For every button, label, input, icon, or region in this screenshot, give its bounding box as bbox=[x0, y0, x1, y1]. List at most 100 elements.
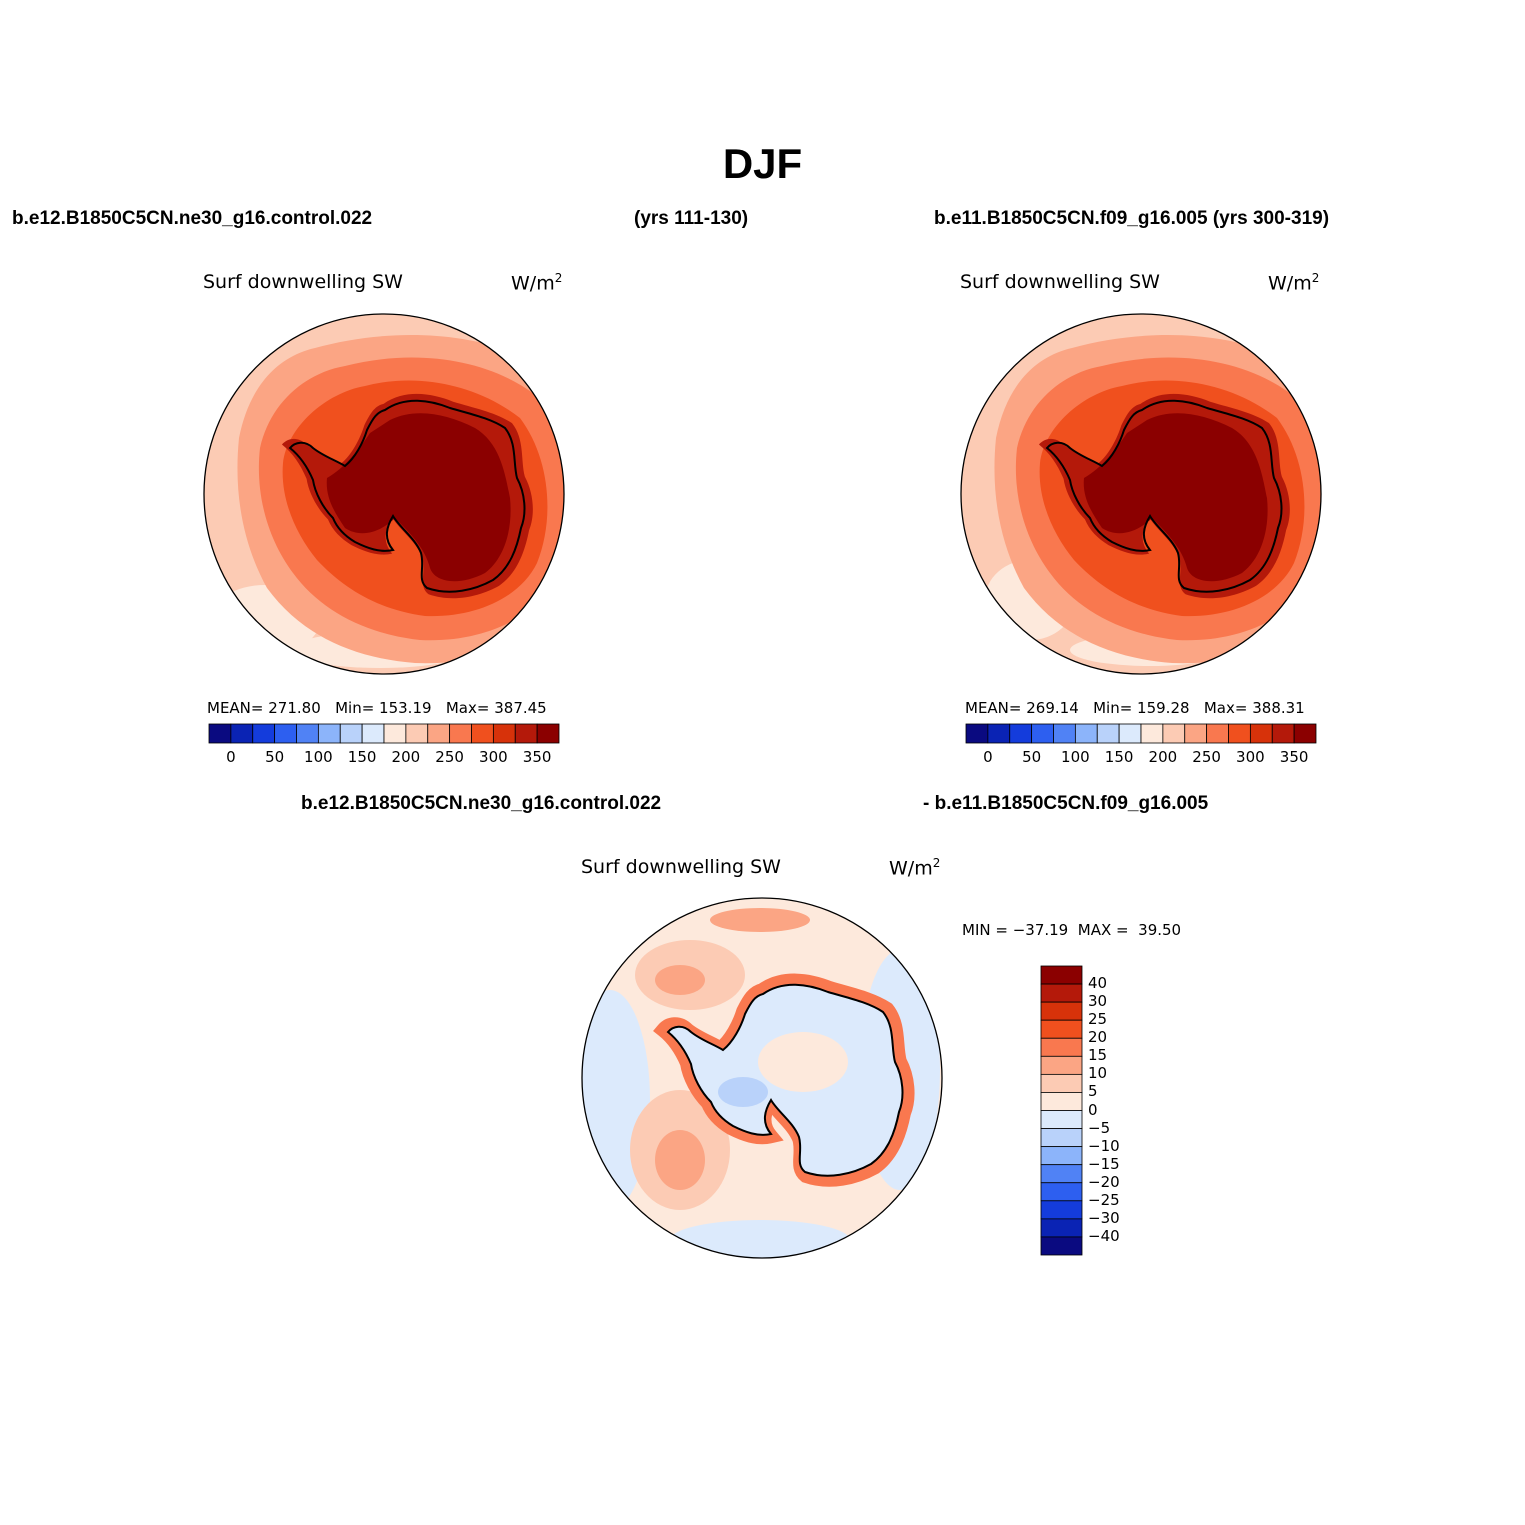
colorbar-box bbox=[361, 723, 385, 744]
colorbar-tick-label: −15 bbox=[1088, 1154, 1120, 1173]
colorbar-tick-label: 250 bbox=[435, 748, 464, 766]
colorbar-tick-label: 25 bbox=[1088, 1010, 1108, 1029]
map-panel1 bbox=[204, 314, 564, 674]
panel2-stats: MEAN= 269.14 Min= 159.28 Max= 388.31 bbox=[965, 699, 1305, 717]
colorbar-tick-label: 100 bbox=[1061, 748, 1090, 766]
colorbar-tick-label: 10 bbox=[1088, 1064, 1108, 1083]
diff-case1-label: b.e12.B1850C5CN.ne30_g16.control.022 bbox=[301, 793, 662, 814]
colorbar-box bbox=[1040, 965, 1083, 985]
colorbar-tick-label: 350 bbox=[1279, 748, 1309, 766]
colorbar-box bbox=[1009, 723, 1033, 744]
colorbar-tick-label: 100 bbox=[304, 748, 333, 766]
colorbar-tick-label: 50 bbox=[1022, 748, 1042, 766]
map-panel2 bbox=[961, 314, 1321, 674]
colorbar-box bbox=[1228, 723, 1251, 744]
colorbar-box bbox=[1040, 1128, 1083, 1148]
colorbar-box bbox=[1040, 1037, 1083, 1057]
colorbar-box bbox=[1040, 1001, 1083, 1021]
case1-years: (yrs 111-130) bbox=[634, 208, 749, 229]
colorbar-tick-label: −25 bbox=[1088, 1190, 1120, 1209]
map-panel3-border bbox=[581, 897, 943, 1259]
colorbar-box bbox=[1040, 1164, 1083, 1184]
panel2-units: W/m2 bbox=[1268, 271, 1320, 295]
colorbar-box bbox=[449, 723, 472, 744]
colorbar-box bbox=[427, 723, 451, 744]
colorbar-box bbox=[1118, 723, 1142, 744]
colorbar-tick-label: 300 bbox=[479, 748, 508, 766]
page-title: DJF bbox=[722, 140, 803, 187]
panel1-units: W/m2 bbox=[511, 271, 563, 295]
colorbar-tick-label: 0 bbox=[1088, 1100, 1098, 1119]
colorbar3 bbox=[1040, 965, 1083, 1256]
colorbar-box bbox=[492, 723, 516, 744]
diff-case2-label: - b.e11.B1850C5CN.f09_g16.005 bbox=[923, 793, 1209, 814]
colorbar-tick-label: 40 bbox=[1088, 974, 1108, 993]
colorbar-tick-label: 0 bbox=[226, 748, 236, 766]
colorbar-tick-label: 150 bbox=[347, 748, 377, 766]
colorbar-box bbox=[1074, 723, 1098, 744]
colorbar-tick-label: 300 bbox=[1236, 748, 1265, 766]
colorbar-tick-label: −20 bbox=[1088, 1172, 1120, 1191]
colorbar-box bbox=[1096, 723, 1120, 744]
case1-label: b.e12.B1850C5CN.ne30_g16.control.022 bbox=[12, 208, 373, 229]
colorbar-tick-label: 350 bbox=[522, 748, 552, 766]
colorbar-box bbox=[1031, 723, 1054, 744]
colorbar-tick-label: 20 bbox=[1088, 1028, 1108, 1047]
case2-label: b.e11.B1850C5CN.f09_g16.005 (yrs 300-319… bbox=[934, 208, 1330, 229]
colorbar-tick-label: 30 bbox=[1088, 992, 1108, 1011]
colorbar-tick-label: −10 bbox=[1088, 1136, 1120, 1155]
colorbar-box bbox=[1040, 1182, 1083, 1202]
colorbar-tick-label: −30 bbox=[1088, 1208, 1120, 1227]
colorbar-box bbox=[1271, 723, 1295, 744]
colorbar-box bbox=[230, 723, 254, 744]
panel2-variable: Surf downwelling SW bbox=[960, 271, 1160, 293]
colorbar-box bbox=[471, 723, 494, 744]
colorbar-tick-label: 200 bbox=[1148, 748, 1178, 766]
colorbar1 bbox=[208, 723, 560, 744]
colorbar-tick-label: 0 bbox=[983, 748, 993, 766]
colorbar-tick-label: −40 bbox=[1088, 1226, 1120, 1245]
colorbar-box bbox=[1140, 723, 1164, 744]
colorbar-tick-label: 50 bbox=[265, 748, 285, 766]
colorbar-box bbox=[317, 723, 341, 744]
colorbar-box bbox=[1040, 1110, 1083, 1129]
colorbar-box bbox=[1040, 1055, 1083, 1075]
colorbar-box bbox=[1040, 1146, 1083, 1166]
panel3-units: W/m2 bbox=[889, 856, 941, 880]
colorbar-box bbox=[1249, 723, 1273, 744]
colorbar-box bbox=[1293, 723, 1317, 744]
colorbar-box bbox=[252, 723, 276, 744]
colorbar-box bbox=[514, 723, 538, 744]
map-panel1-border bbox=[203, 313, 565, 675]
colorbar-box bbox=[405, 723, 429, 744]
colorbar-box bbox=[1040, 1218, 1083, 1238]
colorbar-box bbox=[1040, 1019, 1083, 1039]
colorbar-box bbox=[208, 723, 232, 744]
colorbar-tick-label: 150 bbox=[1104, 748, 1134, 766]
colorbar-box bbox=[987, 723, 1011, 744]
colorbar-tick-label: −5 bbox=[1088, 1118, 1111, 1137]
panel3-stats: MIN = −37.19 MAX = 39.50 bbox=[962, 921, 1182, 939]
colorbar-box bbox=[383, 723, 407, 744]
panel1-variable: Surf downwelling SW bbox=[203, 271, 403, 293]
colorbar-box bbox=[1040, 983, 1083, 1003]
colorbar-box bbox=[274, 723, 297, 744]
colorbar-tick-label: 250 bbox=[1192, 748, 1221, 766]
colorbar-box bbox=[1053, 723, 1076, 744]
panel3-variable: Surf downwelling SW bbox=[581, 856, 781, 878]
colorbar-box bbox=[1206, 723, 1229, 744]
panel1-stats: MEAN= 271.80 Min= 153.19 Max= 387.45 bbox=[207, 699, 547, 717]
colorbar-tick-label: 15 bbox=[1088, 1046, 1108, 1065]
colorbar-box bbox=[1040, 1073, 1083, 1093]
colorbar-tick-label: 200 bbox=[391, 748, 421, 766]
colorbar-box bbox=[1040, 1236, 1083, 1256]
colorbar-box bbox=[339, 723, 363, 744]
colorbar-box bbox=[1040, 1200, 1083, 1220]
map-panel2-border bbox=[960, 313, 1322, 675]
colorbar-box bbox=[536, 723, 560, 744]
colorbar-box bbox=[296, 723, 319, 744]
colorbar-box bbox=[1040, 1092, 1083, 1111]
map-panel3 bbox=[582, 898, 942, 1258]
colorbar-box bbox=[1184, 723, 1208, 744]
